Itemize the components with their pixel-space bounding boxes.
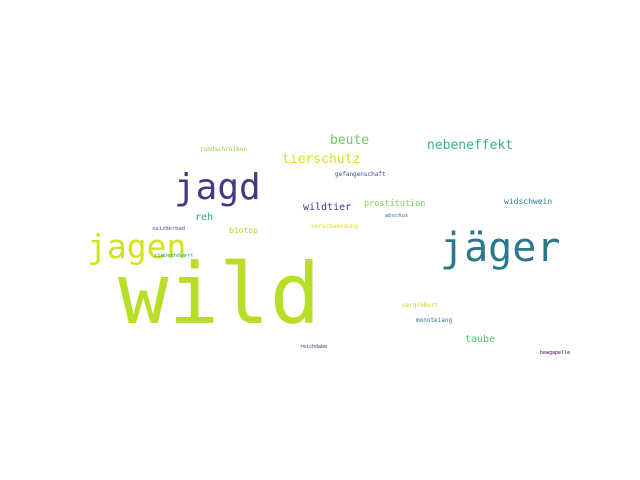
- word: vergrößert: [402, 302, 439, 309]
- word: wildtier: [303, 202, 352, 213]
- word: bewgapelle: [540, 350, 571, 356]
- word: reichdabe: [300, 344, 328, 350]
- word: jagd: [174, 167, 261, 208]
- word: jagen: [87, 227, 187, 266]
- word: monoteiang: [416, 317, 453, 324]
- word: abschus: [385, 213, 409, 219]
- word: beute: [330, 133, 370, 148]
- word: biotop: [229, 226, 258, 235]
- word: rundschreiben: [200, 146, 247, 153]
- word: verschwendung: [311, 223, 358, 230]
- word: siebenhöwert: [154, 253, 194, 259]
- word: wild: [118, 245, 321, 343]
- word: tierschutz: [282, 152, 361, 167]
- word: reh: [195, 212, 214, 223]
- word: suizberbad: [152, 226, 186, 232]
- word: gefangenschaft: [335, 171, 386, 178]
- word: jäger: [440, 225, 561, 271]
- word: taube: [465, 334, 496, 345]
- word: nebeneffekt: [427, 138, 514, 153]
- word: widschwein: [504, 197, 553, 206]
- word: prostitution: [364, 199, 426, 209]
